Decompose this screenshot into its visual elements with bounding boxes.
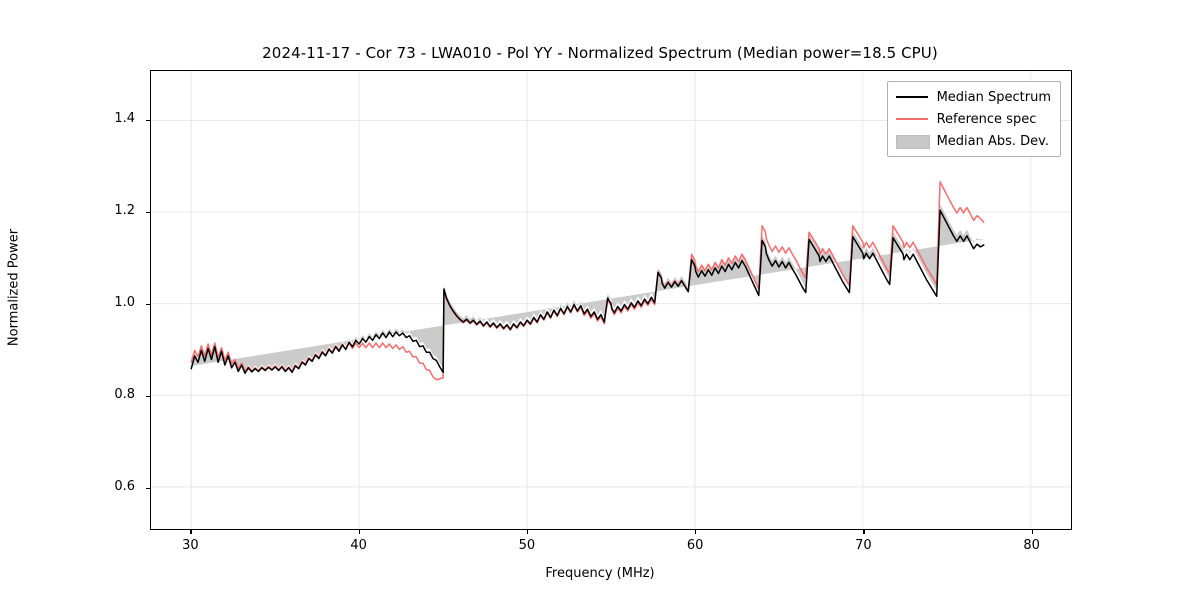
- x-tick-label: 80: [1023, 538, 1040, 553]
- legend: Median Spectrum Reference spec Median Ab…: [886, 81, 1061, 157]
- x-tickmark: [1031, 530, 1033, 534]
- y-tick-label: 0.8: [114, 386, 135, 402]
- x-tick-label: 60: [686, 538, 704, 553]
- legend-swatch-reference-spec: [895, 112, 928, 126]
- y-tickmark: [146, 211, 150, 213]
- y-tick-label: 1.4: [114, 110, 135, 126]
- x-tick-label: 70: [855, 538, 872, 553]
- legend-swatch-median-abs-dev: [895, 134, 930, 149]
- legend-entry-reference-spec: Reference spec: [895, 110, 1051, 128]
- x-tick-label: 50: [518, 538, 536, 553]
- mad-band: [191, 204, 984, 371]
- legend-label-reference-spec: Reference spec: [936, 111, 1037, 127]
- y-tickmark: [146, 487, 150, 489]
- legend-entry-median-abs-dev: Median Abs. Dev.: [895, 132, 1051, 150]
- y-tick-label: 1.2: [114, 202, 135, 218]
- y-tickmark: [146, 303, 150, 305]
- chart-title: 2024-11-17 - Cor 73 - LWA010 - Pol YY - …: [262, 44, 938, 62]
- plot-area: Median Spectrum Reference spec Median Ab…: [150, 70, 1072, 530]
- y-tick-label: 0.6: [114, 478, 135, 494]
- legend-label-median-spectrum: Median Spectrum: [936, 89, 1051, 105]
- x-tickmark: [863, 530, 865, 534]
- series-line-median-spectrum: [190, 209, 985, 375]
- x-tick-label: 40: [350, 538, 367, 553]
- y-tickmark: [146, 119, 150, 121]
- data-layer: [190, 181, 985, 381]
- y-axis-label: Normalized Power: [6, 228, 22, 347]
- y-tickmark: [146, 395, 150, 397]
- x-tickmark: [526, 530, 529, 534]
- y-tick-label: 1.0: [114, 294, 135, 310]
- x-tickmark: [695, 530, 697, 534]
- x-tick-label: 30: [182, 538, 199, 553]
- legend-label-median-abs-dev: Median Abs. Dev.: [936, 133, 1050, 149]
- legend-swatch-median-spectrum: [895, 90, 928, 104]
- x-tickmark: [358, 530, 360, 534]
- x-axis-label: Frequency (MHz): [545, 566, 655, 581]
- legend-entry-median-spectrum: Median Spectrum: [895, 88, 1051, 106]
- x-tickmark: [190, 530, 192, 534]
